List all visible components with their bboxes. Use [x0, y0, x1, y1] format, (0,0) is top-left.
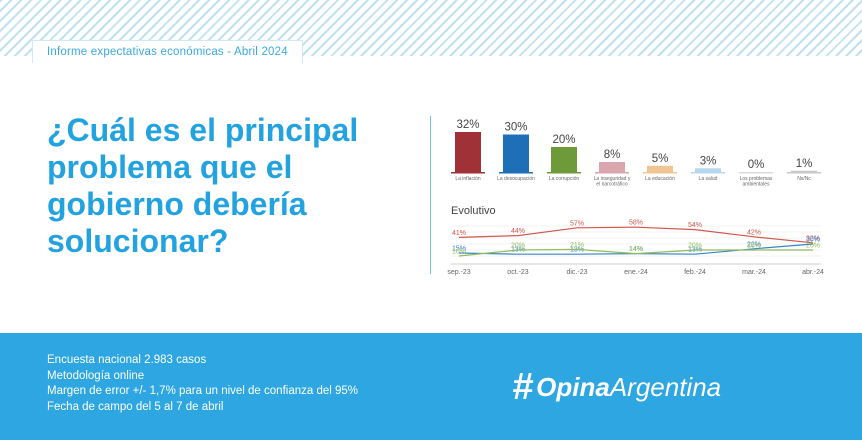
- report-tag: Informe expectativas económicas - Abril …: [32, 40, 303, 63]
- point-label: 13%: [570, 247, 584, 254]
- methodology-line-4: Fecha de campo del 5 al 7 de abril: [47, 400, 224, 413]
- question-title: ¿Cuál es el principal problema que el go…: [47, 112, 427, 260]
- bar-category-label: La educación: [645, 176, 675, 182]
- bar-value-label: 8%: [604, 149, 621, 161]
- bar-baseline: [739, 172, 773, 174]
- series-line: [458, 226, 814, 244]
- bar: [647, 165, 673, 172]
- bar-baseline: [643, 172, 677, 174]
- question-line-1: ¿Cuál es el principal: [47, 112, 359, 148]
- x-tick-label: dic.-23: [566, 269, 587, 276]
- bar-category-label: ambientales: [743, 182, 770, 188]
- bar-baseline: [787, 172, 821, 174]
- x-tick-label: ene.-24: [624, 269, 648, 276]
- bar-baseline: [451, 172, 485, 174]
- line-chart-title: Evolutivo: [451, 205, 496, 217]
- bar-baseline: [691, 172, 725, 174]
- bar: [599, 162, 625, 172]
- point-label: 57%: [570, 220, 584, 227]
- bar-value-label: 5%: [652, 153, 669, 165]
- point-label: 22%: [747, 241, 761, 248]
- methodology-line-1: Encuesta nacional 2.983 casos: [47, 354, 207, 366]
- question-line-3: gobierno debería: [47, 186, 307, 222]
- bar: [455, 132, 481, 172]
- vertical-divider: [430, 116, 431, 274]
- point-label: 54%: [688, 222, 702, 229]
- logo-word-bold: Opina: [536, 371, 610, 402]
- bar-category-label: Los problemas: [740, 176, 773, 182]
- point-label: 41%: [452, 230, 466, 237]
- opina-argentina-logo: # OpinaArgentina: [512, 366, 721, 408]
- bar-category-label: La inseguridad y: [594, 176, 631, 182]
- point-label: 20%: [747, 243, 761, 250]
- bar-category-label: La inflación: [455, 176, 481, 182]
- bar-category-label: el narcotráfico: [596, 182, 628, 188]
- x-tick-label: oct.-23: [507, 269, 529, 276]
- point-label: 42%: [747, 229, 761, 236]
- x-tick-label: mar.-24: [742, 269, 766, 276]
- point-label: 15%: [452, 246, 466, 253]
- bar-baseline: [499, 172, 533, 174]
- question-line-2: problema que el: [47, 149, 293, 185]
- x-tick-label: abr.-24: [802, 269, 824, 276]
- bar-value-label: 3%: [700, 155, 717, 167]
- bar-baseline: [547, 172, 581, 174]
- bar-category-label: Ns/Nc: [797, 176, 811, 182]
- methodology-line-2: Metodología online: [47, 369, 145, 382]
- hashtag-icon: #: [512, 366, 534, 408]
- methodology-info: Encuesta nacional 2.983 casos Metodologí…: [47, 353, 358, 415]
- point-label: 20%: [511, 243, 525, 250]
- bar-value-label: 20%: [552, 134, 575, 146]
- bar: [551, 147, 577, 172]
- x-tick-label: sep.-23: [447, 269, 470, 276]
- point-label: 10%: [452, 249, 466, 256]
- bar-category-label: La corrupción: [549, 176, 580, 182]
- point-label: 14%: [629, 246, 643, 253]
- point-label: 44%: [511, 228, 525, 235]
- bar: [695, 168, 721, 172]
- point-label: 20%: [806, 243, 820, 250]
- logo-wordmark: OpinaArgentina: [536, 372, 721, 403]
- point-label: 14%: [629, 246, 643, 253]
- methodology-line-3: Margen de error +/- 1,7% para un nivel d…: [47, 385, 359, 397]
- problem-bar-chart: 32% La inflación 30% La desocupación 20% La c…: [451, 119, 821, 188]
- bar-category-label: La salud: [699, 176, 718, 182]
- point-label: 21%: [570, 242, 584, 249]
- question-line-4: solucionar?: [47, 223, 229, 259]
- bar-value-label: 1%: [796, 158, 813, 170]
- footer-band: [0, 333, 862, 440]
- series-line: [458, 248, 813, 257]
- bar-value-label: 30%: [504, 122, 527, 134]
- bar-value-label: 32%: [456, 119, 479, 131]
- bar: [503, 134, 529, 172]
- point-label: 30%: [806, 237, 820, 244]
- bar-category-label: La desocupación: [497, 176, 535, 182]
- bar: [791, 170, 817, 172]
- point-label: 32%: [806, 235, 820, 242]
- point-label: 58%: [629, 220, 643, 227]
- x-tick-label: feb.-24: [684, 269, 706, 276]
- point-label: 20%: [688, 243, 702, 250]
- bar-baseline: [595, 172, 629, 174]
- logo-word-light: Argentina: [609, 371, 722, 402]
- bar-value-label: 0%: [748, 159, 765, 171]
